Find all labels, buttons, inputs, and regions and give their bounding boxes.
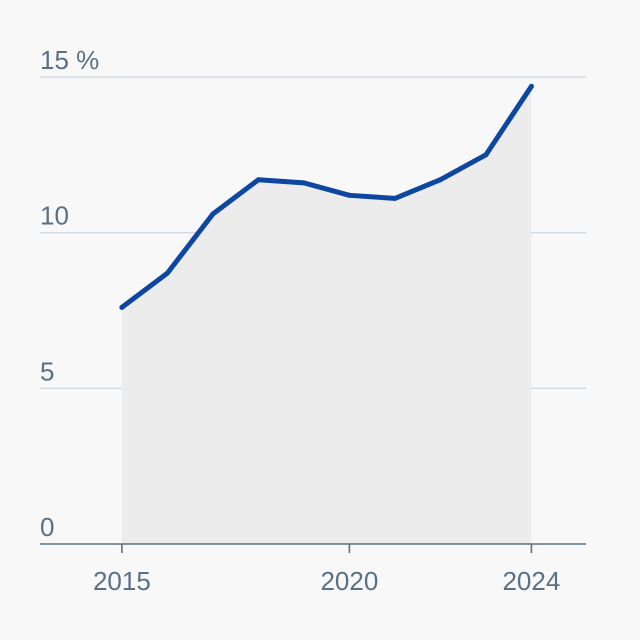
data-point-2024 — [528, 83, 534, 89]
area-layer — [121, 86, 532, 544]
data-point-2021 — [392, 195, 398, 201]
y-tick-label: 5 — [40, 356, 54, 386]
label-layer: 15 % 10 5 0 2015 2020 2024 — [40, 45, 560, 596]
x-tick-label: 2024 — [502, 566, 560, 596]
y-tick-label: 15 % — [40, 45, 99, 75]
series-line — [119, 83, 534, 310]
axis-layer — [40, 543, 586, 553]
data-point-2015 — [119, 304, 125, 310]
data-point-2023 — [483, 152, 489, 158]
series-area — [121, 86, 532, 544]
y-tick-label: 0 — [40, 512, 54, 542]
data-point-2017 — [210, 211, 216, 217]
x-tick-label: 2020 — [320, 566, 378, 596]
line-layer — [119, 83, 534, 310]
y-tick-label: 10 — [40, 201, 69, 231]
data-point-2018 — [255, 177, 261, 183]
data-point-2016 — [164, 270, 170, 276]
data-point-2019 — [301, 180, 307, 186]
data-point-2022 — [437, 177, 443, 183]
x-tick-label: 2015 — [93, 566, 151, 596]
data-point-2020 — [346, 192, 352, 198]
